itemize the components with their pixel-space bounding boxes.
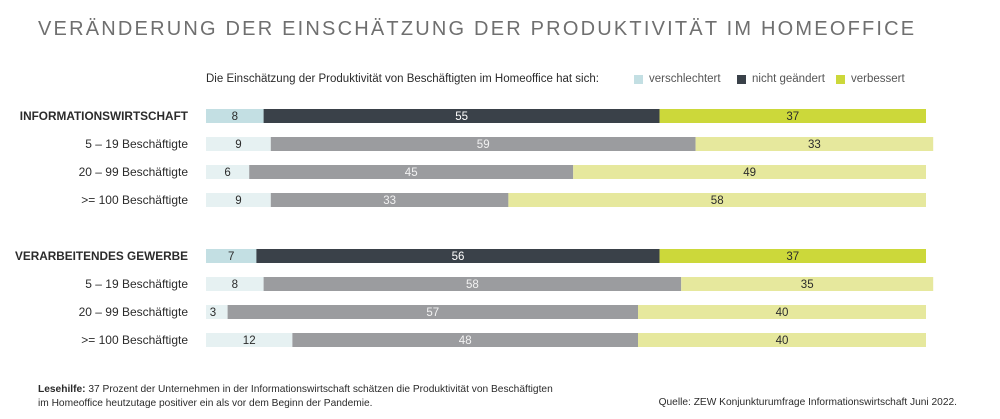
reading-help-label: Lesehilfe:: [38, 384, 86, 395]
bar-segment-verbessert: [638, 305, 926, 319]
bar-segment-verschlechtert: [206, 109, 264, 123]
reading-help-note: Lesehilfe: 37 Prozent der Unternehmen in…: [38, 383, 558, 411]
bar-segment-nicht-geändert: [263, 277, 682, 291]
row-label: INFORMATIONSWIRTSCHAFT: [20, 109, 189, 123]
bar-segment-verschlechtert: [206, 193, 271, 207]
data-label-nicht-geändert: 55: [455, 111, 468, 123]
row-label: 20 – 99 Beschäftigte: [79, 165, 189, 179]
bar-segment-verschlechtert: [206, 249, 257, 263]
bar-segment-nicht-geändert: [270, 137, 696, 151]
legend-swatch-verschlechtert: [634, 74, 643, 84]
data-label-verschlechtert: 7: [228, 251, 234, 263]
row-label: 20 – 99 Beschäftigte: [79, 305, 189, 319]
bar-segment-nicht-geändert: [270, 193, 509, 207]
data-label-verschlechtert: 8: [232, 279, 238, 291]
legend-swatch-nicht-geaendert: [737, 74, 746, 84]
bar-segment-verbessert: [638, 333, 926, 347]
bar-segment-verschlechtert: [206, 165, 250, 179]
bar-segment-verbessert: [659, 109, 926, 123]
data-label-verbessert: 35: [801, 279, 814, 291]
bar-segment-nicht-geändert: [227, 305, 638, 319]
source-note: Quelle: ZEW Konjunkturumfrage Informatio…: [658, 397, 957, 408]
data-label-verschlechtert: 3: [210, 307, 216, 319]
data-label-verbessert: 37: [786, 111, 799, 123]
legend-item-nicht-geaendert: nicht geändert: [737, 73, 825, 85]
bar-segment-verschlechtert: [206, 305, 228, 319]
bar-segment-verschlechtert: [206, 333, 293, 347]
data-label-verbessert: 40: [776, 335, 789, 347]
data-label-nicht-geändert: 58: [466, 279, 479, 291]
data-label-verbessert: 40: [776, 307, 789, 319]
bar-segment-verbessert: [573, 165, 926, 179]
data-label-nicht-geändert: 56: [452, 251, 465, 263]
row-label: >= 100 Beschäftigte: [81, 193, 188, 207]
bar-segment-nicht-geändert: [263, 109, 660, 123]
data-label-nicht-geändert: 59: [477, 139, 490, 151]
data-label-verschlechtert: 6: [224, 167, 230, 179]
legend-item-verschlechtert: verschlechtert: [634, 73, 721, 85]
bar-segment-verschlechtert: [206, 137, 271, 151]
legend-lead-text: Die Einschätzung der Produktivität von B…: [206, 73, 599, 85]
bar-segment-nicht-geändert: [256, 249, 660, 263]
row-label: 5 – 19 Beschäftigte: [85, 137, 188, 151]
data-label-nicht-geändert: 57: [426, 307, 439, 319]
bar-segment-verbessert: [659, 249, 926, 263]
data-label-verschlechtert: 9: [235, 139, 241, 151]
data-label-nicht-geändert: 48: [459, 335, 472, 347]
legend: Die Einschätzung der Produktivität von B…: [206, 73, 930, 89]
legend-swatch-verbessert: [836, 74, 845, 84]
row-label: >= 100 Beschäftigte: [81, 333, 188, 347]
legend-label-verschlechtert: verschlechtert: [649, 73, 721, 85]
data-label-verschlechtert: 8: [232, 111, 238, 123]
legend-label-verbessert: verbessert: [851, 73, 905, 85]
data-label-verschlechtert: 12: [243, 335, 256, 347]
bar-segment-verbessert: [695, 137, 934, 151]
legend-item-verbessert: verbessert: [836, 73, 905, 85]
reading-help-text: 37 Prozent der Unternehmen in der Inform…: [38, 384, 553, 409]
data-label-verbessert: 58: [711, 195, 724, 207]
data-label-verbessert: 49: [743, 167, 756, 179]
bar-segment-verschlechtert: [206, 277, 264, 291]
data-label-verschlechtert: 9: [235, 195, 241, 207]
chart-title: VERÄNDERUNG DER EINSCHÄTZUNG DER PRODUKT…: [38, 18, 917, 40]
legend-label-nicht-geaendert: nicht geändert: [752, 73, 825, 85]
row-label: 5 – 19 Beschäftigte: [85, 277, 188, 291]
bar-segment-verbessert: [508, 193, 926, 207]
bar-segment-nicht-geändert: [249, 165, 574, 179]
bar-segment-nicht-geändert: [292, 333, 638, 347]
bar-segment-verbessert: [681, 277, 934, 291]
data-label-nicht-geändert: 45: [405, 167, 418, 179]
row-label: VERARBEITENDES GEWERBE: [15, 249, 188, 263]
data-label-verbessert: 33: [808, 139, 821, 151]
data-label-verbessert: 37: [786, 251, 799, 263]
data-label-nicht-geändert: 33: [383, 195, 396, 207]
